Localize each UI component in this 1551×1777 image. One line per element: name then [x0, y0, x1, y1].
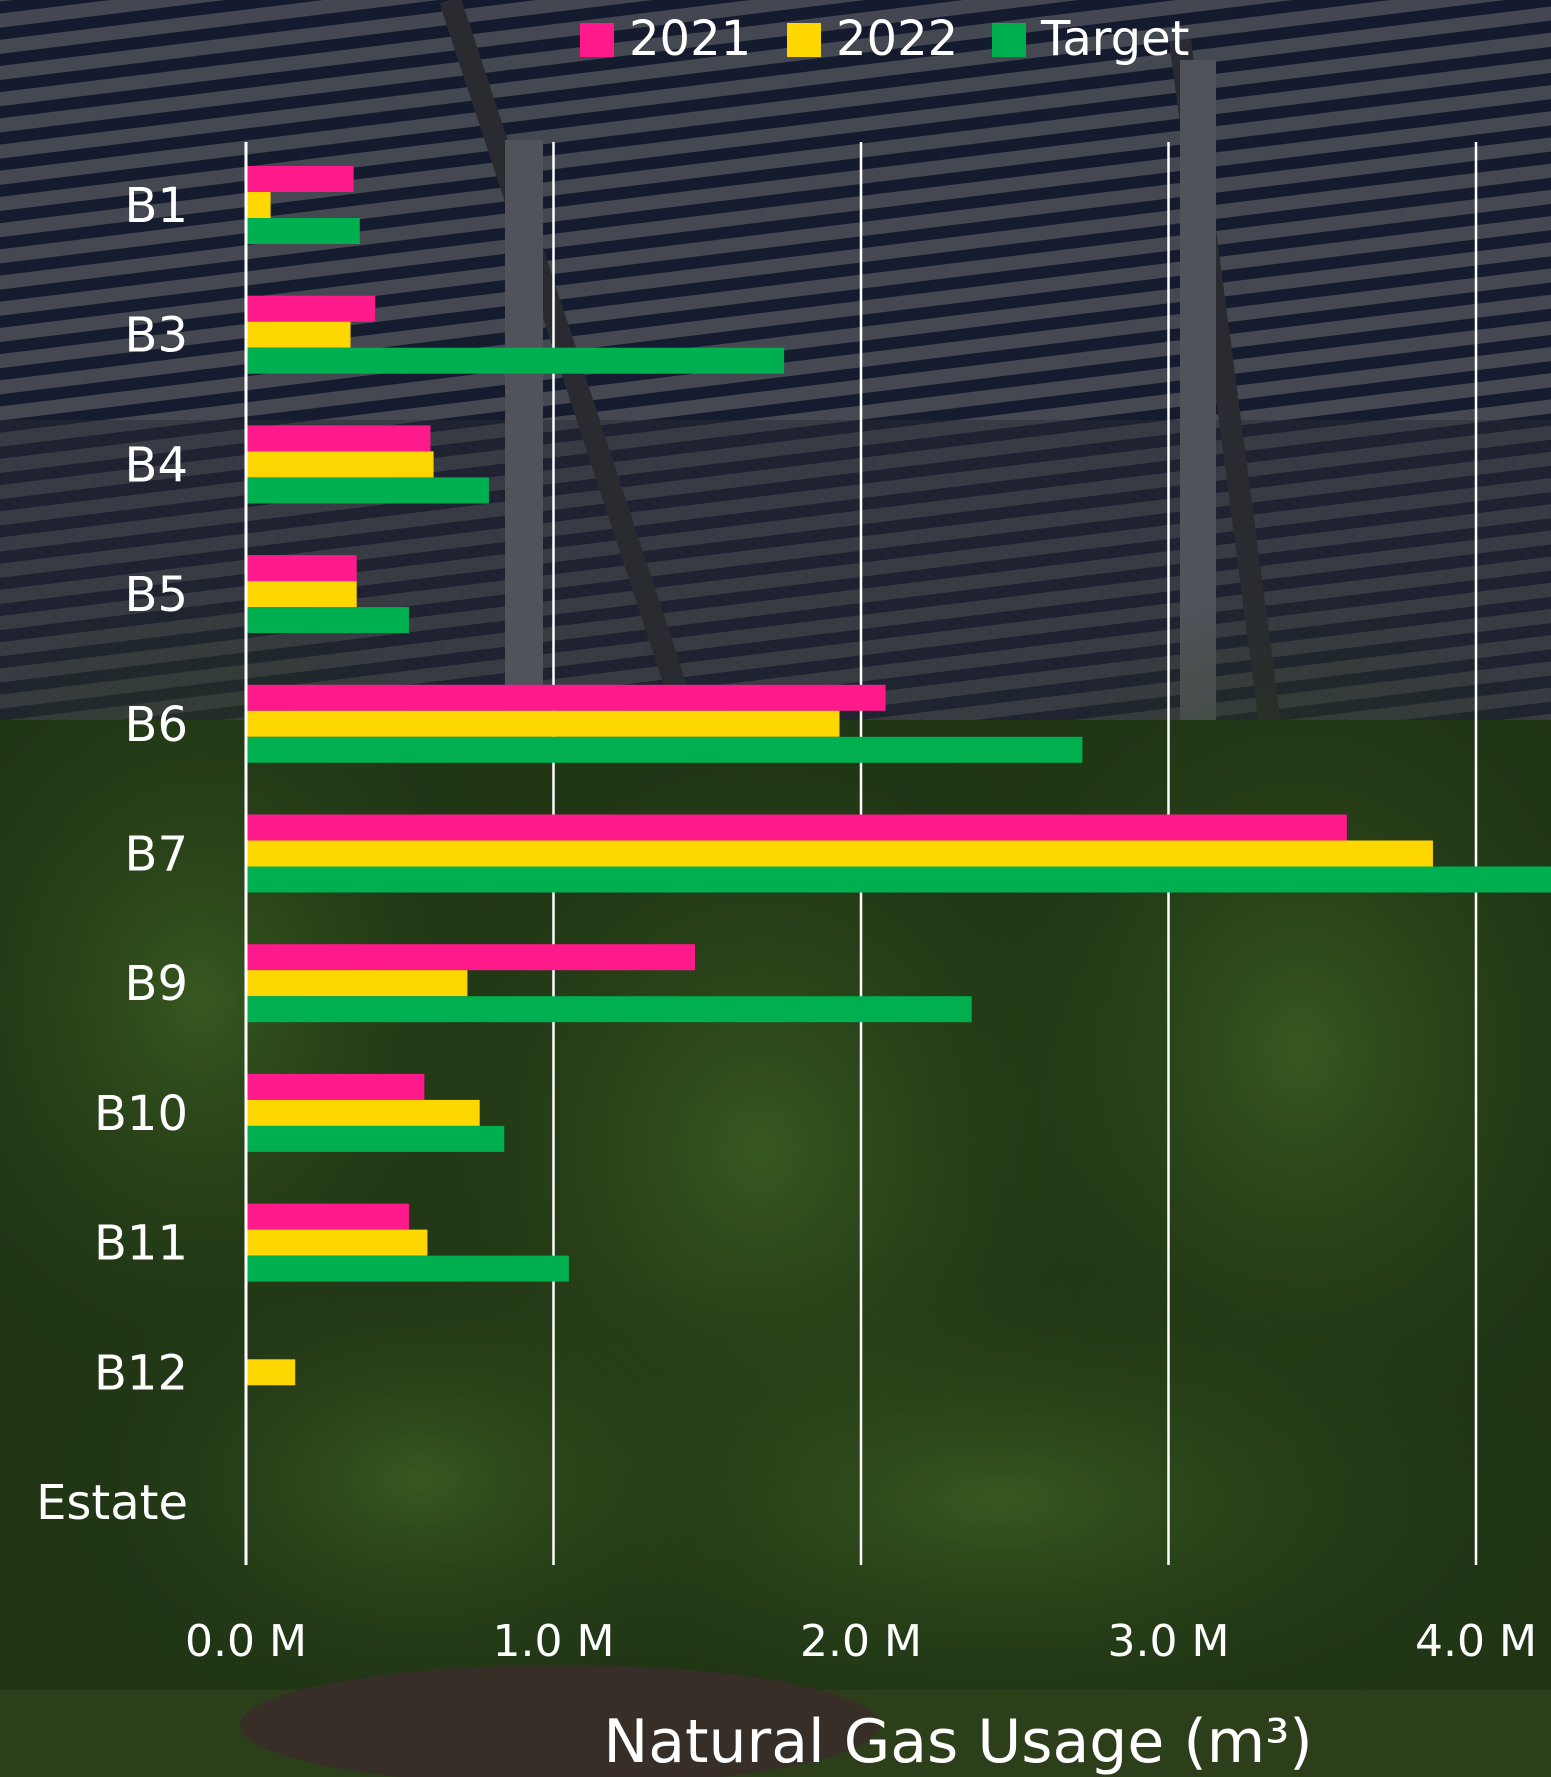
bars — [246, 166, 1551, 1386]
bar-b6-2022 — [246, 710, 840, 737]
legend-swatch-2021 — [580, 23, 614, 57]
bar-b3-target — [246, 347, 785, 374]
bar-b6-2021 — [246, 684, 886, 711]
bar-b11-2021 — [246, 1203, 409, 1230]
legend-label-2021: 2021 — [629, 11, 751, 67]
bar-b4-2021 — [246, 425, 431, 452]
bar-b4-2022 — [246, 451, 434, 478]
legend-swatch-2022 — [787, 23, 821, 57]
x-tick-label: 3.0 M — [1108, 1616, 1230, 1667]
bar-b11-target — [246, 1255, 569, 1282]
category-label: Estate — [36, 1475, 188, 1531]
bar-b10-2021 — [246, 1073, 425, 1100]
bar-b10-2022 — [246, 1099, 480, 1126]
category-label: B5 — [125, 567, 188, 623]
category-label: B10 — [94, 1086, 188, 1142]
bar-b6-target — [246, 736, 1083, 763]
category-label: B7 — [125, 827, 188, 883]
category-label: B3 — [125, 308, 188, 364]
x-tick-label: 2.0 M — [800, 1616, 922, 1667]
x-tick-label: 0.0 M — [185, 1616, 307, 1667]
bar-b9-2022 — [246, 970, 468, 997]
legend-label-target: Target — [1040, 11, 1190, 67]
bar-b3-2021 — [246, 295, 376, 322]
bar-b7-target — [246, 866, 1551, 893]
legend-label-2022: 2022 — [836, 11, 958, 67]
x-tick-label: 1.0 M — [493, 1616, 615, 1667]
x-axis-title: Natural Gas Usage (m³) — [603, 1707, 1312, 1777]
category-label: B1 — [125, 178, 188, 234]
bar-b10-target — [246, 1125, 505, 1152]
bar-b7-2021 — [246, 814, 1347, 841]
bar-b5-target — [246, 607, 409, 634]
category-label: B11 — [94, 1216, 188, 1272]
bar-b9-2021 — [246, 944, 695, 971]
bar-b3-2022 — [246, 321, 351, 348]
legend: 2021 2022 Target — [580, 11, 1190, 67]
bar-b7-2022 — [246, 840, 1433, 867]
category-label: B6 — [125, 697, 188, 753]
category-label: B4 — [125, 437, 188, 493]
category-labels: B1 B3 B4 B5 B6 B7 B9 B10 B11 B12 Estate — [36, 178, 188, 1531]
bar-b12-2022 — [246, 1359, 296, 1386]
bar-b1-2022 — [246, 192, 271, 218]
x-tick-labels: 0.0 M 1.0 M 2.0 M 3.0 M 4.0 M — [185, 1616, 1537, 1667]
x-tick-label: 4.0 M — [1415, 1616, 1537, 1667]
bar-b9-target — [246, 996, 972, 1023]
bar-b4-target — [246, 477, 489, 504]
bar-b11-2022 — [246, 1229, 428, 1256]
category-label: B9 — [125, 956, 188, 1012]
bar-b5-2022 — [246, 581, 357, 608]
bar-b1-2021 — [246, 166, 354, 192]
category-label: B12 — [94, 1345, 188, 1401]
bar-b1-target — [246, 218, 360, 244]
bar-b5-2021 — [246, 555, 357, 582]
legend-swatch-target — [992, 23, 1026, 57]
